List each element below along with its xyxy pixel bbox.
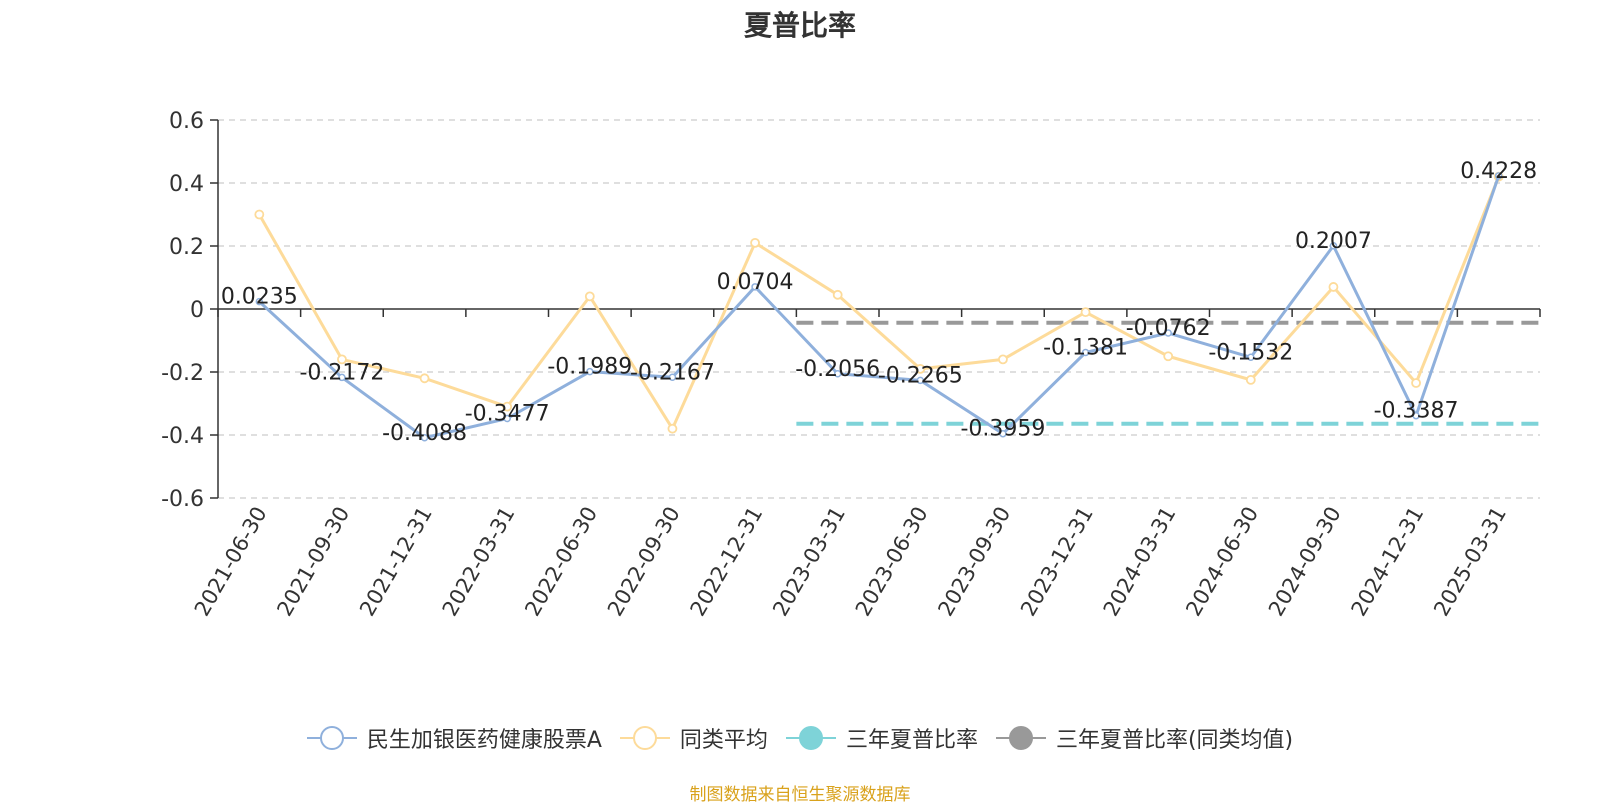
fund-point xyxy=(1081,348,1090,357)
fund-data-label: 0.0704 xyxy=(717,270,794,295)
y-tick-label: 0.6 xyxy=(169,109,204,134)
peer-average-line xyxy=(258,176,1501,431)
fund-point xyxy=(503,414,511,423)
x-tick-label: 2023-12-31 xyxy=(1016,503,1098,621)
fund-data-label: -0.2056 xyxy=(795,357,880,382)
x-tick-label: 2024-06-30 xyxy=(1181,503,1263,621)
x-tick-label: 2024-12-31 xyxy=(1347,503,1429,621)
y-tick-label: 0 xyxy=(190,298,204,323)
x-tick-label: 2021-12-31 xyxy=(355,503,437,621)
legend-item-fund[interactable]: 民生加银医药健康股票A xyxy=(306,722,602,754)
peer-average-point xyxy=(667,423,678,434)
source-note: 制图数据来自恒生聚源数据库 xyxy=(689,785,911,805)
peer-average-point xyxy=(337,354,347,365)
legend-item-three-year-sharpe-peer[interactable]: 三年夏普比率(同类均值) xyxy=(995,722,1294,754)
legend-symbol-three-year-sharpe-icon xyxy=(785,726,836,750)
y-tick-label: -0.6 xyxy=(161,487,204,512)
fund-line xyxy=(258,175,1501,440)
legend-symbol-peer-average-icon xyxy=(619,726,670,750)
peer-average-point xyxy=(502,401,513,412)
x-tick-label: 2022-12-31 xyxy=(686,503,768,621)
x-tick-label: 2025-03-31 xyxy=(1429,503,1511,621)
fund-data-label: -0.0762 xyxy=(1126,316,1211,341)
fund-data-label: 0.0235 xyxy=(221,285,298,310)
peer-average-point xyxy=(1245,374,1256,385)
fund-point xyxy=(1494,172,1503,180)
peer-average-point xyxy=(584,291,595,302)
x-tick-label: 2022-09-30 xyxy=(603,503,685,621)
fund-point xyxy=(1412,411,1420,420)
peer-average-point xyxy=(1411,378,1421,388)
fund-point xyxy=(668,373,677,382)
peer-average-point xyxy=(998,354,1008,365)
x-tick-label: 2023-03-31 xyxy=(768,503,850,621)
x-tick-label: 2024-03-31 xyxy=(1099,503,1181,621)
legend-label-peer-average: 同类平均 xyxy=(679,728,768,753)
peer-average-point xyxy=(419,373,430,384)
fund-point xyxy=(1247,353,1255,362)
fund-data-label: -0.2265 xyxy=(878,363,963,388)
fund-point xyxy=(420,434,429,442)
x-tick-label: 2023-06-30 xyxy=(851,503,933,621)
fund-point xyxy=(338,373,346,382)
x-tick-label: 2021-09-30 xyxy=(272,503,354,621)
fund-data-label: -0.3387 xyxy=(1374,399,1459,424)
fund-point xyxy=(916,376,925,385)
fund-point xyxy=(751,283,759,291)
fund-data-label: -0.1381 xyxy=(1043,336,1128,361)
fund-point xyxy=(833,370,842,378)
legend-label-fund: 民生加银医药健康股票A xyxy=(366,728,602,753)
peer-average-point xyxy=(832,289,843,300)
fund-point xyxy=(1164,329,1172,337)
peer-average-point xyxy=(750,237,760,248)
fund-data-label: -0.2167 xyxy=(630,360,715,385)
fund-data-label: 0.2007 xyxy=(1295,229,1372,254)
legend-label-three-year-sharpe: 三年夏普比率 xyxy=(845,728,978,753)
fund-data-label: -0.2172 xyxy=(299,360,384,385)
x-tick-label: 2024-09-30 xyxy=(1264,503,1346,621)
peer-average-point xyxy=(1163,351,1174,362)
y-tick-label: 0.4 xyxy=(169,172,204,197)
x-tick-label: 2023-09-30 xyxy=(933,503,1015,621)
peer-average-point xyxy=(1328,282,1339,292)
y-tick-label: 0.2 xyxy=(169,235,204,260)
x-tick-label: 2021-06-30 xyxy=(190,503,272,621)
legend-item-peer-average[interactable]: 同类平均 xyxy=(619,722,768,754)
fund-point xyxy=(255,297,264,306)
fund-data-label: -0.3477 xyxy=(465,402,550,427)
legend-symbol-fund-icon xyxy=(306,726,357,750)
peer-average-point xyxy=(254,209,265,220)
x-tick-label: 2022-06-30 xyxy=(520,503,602,621)
x-tick-label: 2022-03-31 xyxy=(438,503,520,621)
fund-data-label: 0.4228 xyxy=(1460,159,1537,184)
fund-data-label: -0.4088 xyxy=(382,421,467,446)
fund-data-label: -0.3959 xyxy=(960,417,1045,442)
fund-data-label: -0.1989 xyxy=(547,355,632,380)
legend-label-three-year-sharpe-peer: 三年夏普比率(同类均值) xyxy=(1055,728,1294,753)
chart-title: 夏普比率 xyxy=(743,9,856,42)
peer-average-point xyxy=(1080,307,1091,318)
legend: 民生加银医药健康股票A 同类平均 三年夏普比率 三年夏普比率(同类均值) xyxy=(0,722,1600,754)
legend-symbol-three-year-sharpe-peer-icon xyxy=(995,726,1046,750)
fund-point xyxy=(586,367,594,376)
y-tick-label: -0.2 xyxy=(161,361,204,386)
fund-point xyxy=(1329,242,1338,250)
fund-data-label: -0.1532 xyxy=(1208,340,1293,365)
legend-item-three-year-sharpe[interactable]: 三年夏普比率 xyxy=(785,722,978,754)
peer-average-point xyxy=(915,363,926,374)
y-tick-label: -0.4 xyxy=(161,424,204,449)
fund-point xyxy=(999,429,1007,438)
